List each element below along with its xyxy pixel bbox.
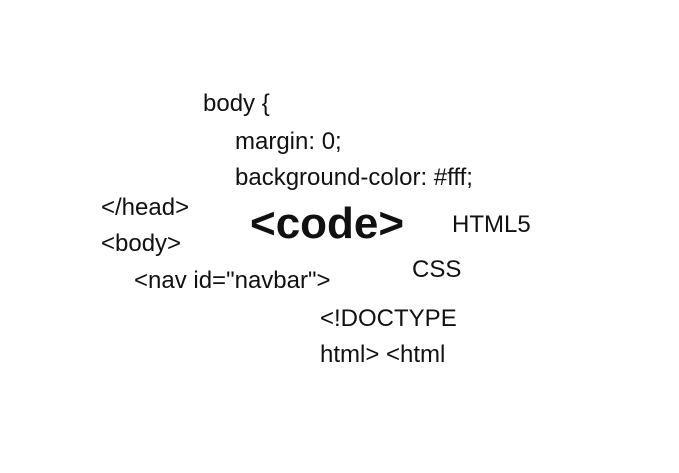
doctype-text: <!DOCTYPE [320,305,457,332]
css-body-selector-text: body { [203,90,270,117]
html-open-tag-text: html> <html [320,341,446,368]
css-margin-declaration-text: margin: 0; [235,128,342,155]
css-background-declaration-text: background-color: #fff; [235,164,473,191]
code-keyword-heading: <code> [250,199,405,248]
html5-keyword: HTML5 [452,211,531,238]
head-close-tag-text: </head> [101,194,190,221]
body-open-tag-text: <body> [101,230,182,257]
nav-tag-text: <nav id="navbar"> [134,267,331,294]
css-keyword: CSS [412,256,462,283]
